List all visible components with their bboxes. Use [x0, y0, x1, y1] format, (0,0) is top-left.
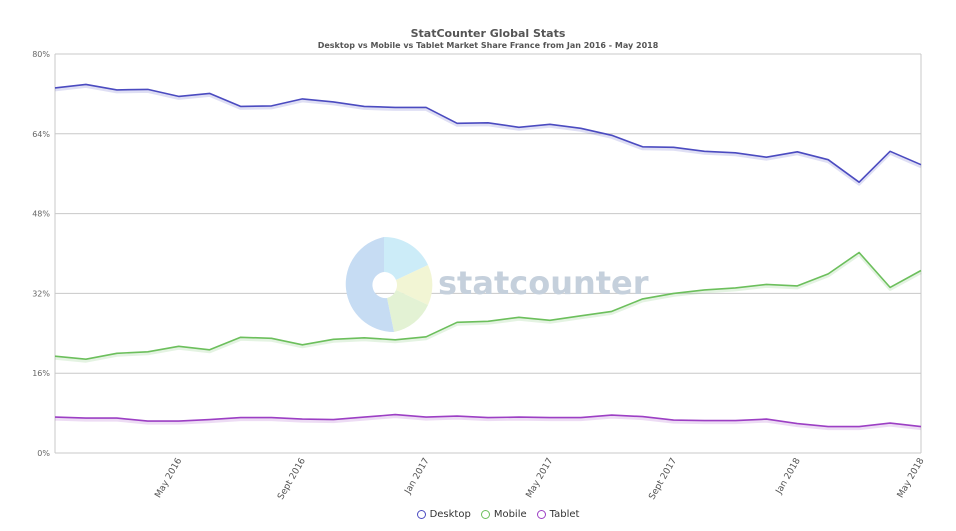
x-tick-label: May 2018: [896, 456, 927, 500]
legend-item-tablet[interactable]: Tablet: [536, 509, 580, 520]
chart-subtitle: Desktop vs Mobile vs Tablet Market Share…: [317, 41, 659, 50]
statcounter-watermark: statcounter: [345, 236, 649, 333]
series-shadow-mobile: [54, 253, 922, 363]
x-tick-label: Jan 2018: [774, 456, 803, 496]
legend-item-desktop[interactable]: Desktop: [416, 509, 471, 520]
legend-marker-icon: [480, 510, 490, 519]
legend-marker-icon: [416, 510, 426, 519]
x-tick-label: May 2016: [153, 456, 184, 500]
y-tick-label: 0%: [37, 449, 50, 458]
watermark-text: statcounter: [438, 264, 649, 302]
x-tick-label: Sept 2017: [647, 457, 679, 502]
grid-layer: [54, 53, 922, 454]
series-line-mobile: [54, 251, 922, 361]
series-layer: [54, 83, 922, 431]
x-tick-label: Sept 2016: [276, 456, 308, 501]
x-tick-label: May 2017: [525, 457, 556, 500]
y-tick-label: 16%: [32, 369, 50, 378]
series-line-tablet: [54, 413, 922, 428]
series-line-desktop: [54, 83, 922, 183]
y-tick-label: 48%: [32, 210, 50, 219]
legend-item-mobile[interactable]: Mobile: [480, 509, 527, 520]
chart-title: StatCounter Global Stats: [410, 27, 566, 40]
legend-label: Tablet: [549, 509, 580, 520]
series-shadow-tablet: [54, 415, 922, 431]
x-tick-label: Jan 2017: [403, 457, 432, 497]
y-tick-label: 80%: [32, 50, 50, 59]
y-tick-label: 64%: [32, 130, 50, 139]
legend-marker-icon: [536, 510, 546, 519]
legend-label: Desktop: [429, 509, 471, 520]
legend-label: Mobile: [493, 509, 527, 520]
y-tick-label: 32%: [32, 289, 50, 298]
series-shadow-desktop: [54, 84, 922, 186]
legend: Desktop Mobile Tablet: [0, 509, 956, 522]
